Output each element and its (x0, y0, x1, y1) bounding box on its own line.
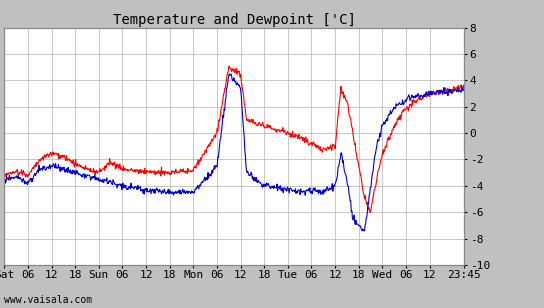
Title: Temperature and Dewpoint ['C]: Temperature and Dewpoint ['C] (113, 13, 356, 26)
Text: www.vaisala.com: www.vaisala.com (4, 295, 92, 305)
